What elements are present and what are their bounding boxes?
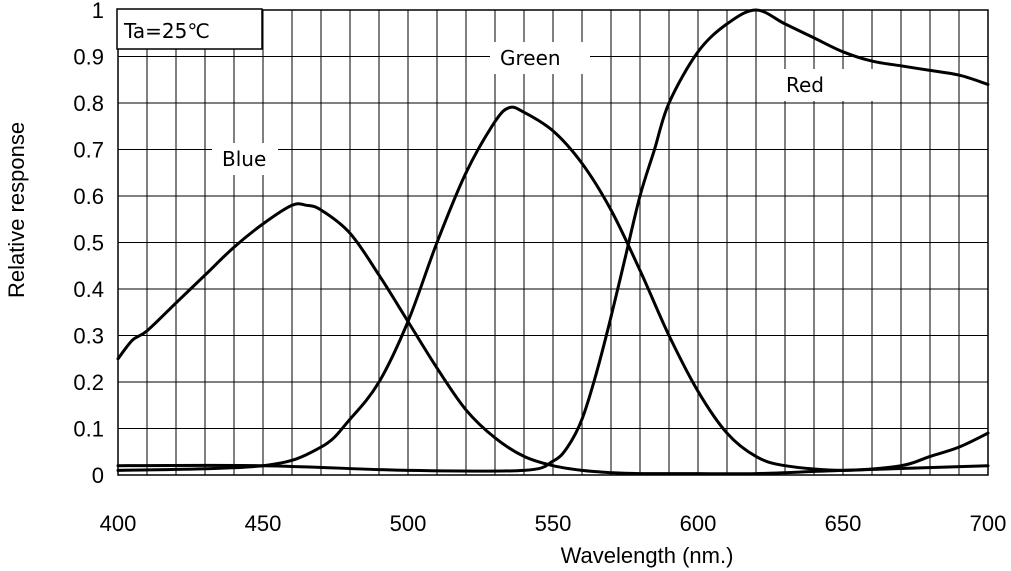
series-line-blue xyxy=(116,202,990,476)
x-tick-labels: 400 450 500 550 600 650 700 xyxy=(100,511,1007,536)
y-tick-label: 0.1 xyxy=(73,417,104,442)
y-tick-label: 0.2 xyxy=(73,370,104,395)
x-tick-label: 450 xyxy=(245,511,282,536)
series-label-green-bg xyxy=(490,42,590,74)
series-line-green xyxy=(116,105,990,472)
series-label-blue: Blue xyxy=(222,147,266,171)
y-axis-title: Relative response xyxy=(4,122,29,298)
series-line-red xyxy=(116,8,990,473)
x-axis-title: Wavelength (nm.) xyxy=(561,543,734,568)
y-tick-label: 0 xyxy=(92,463,104,488)
series-label-blue-bg xyxy=(212,143,278,175)
series-label-red-group: Red xyxy=(773,69,883,101)
x-tick-label: 700 xyxy=(970,511,1007,536)
y-tick-label: 0.9 xyxy=(73,45,104,70)
series-label-red-bg xyxy=(773,69,883,101)
x-tick-label: 550 xyxy=(535,511,572,536)
y-tick-label: 0.5 xyxy=(73,231,104,256)
x-tick-label: 500 xyxy=(390,511,427,536)
x-tick-label: 400 xyxy=(100,511,137,536)
series-label-blue-group: Blue xyxy=(212,143,278,175)
plot-frame xyxy=(117,9,989,476)
condition-label: Ta=25℃ xyxy=(123,19,210,43)
y-tick-label: 0.3 xyxy=(73,324,104,349)
x-tick-label: 600 xyxy=(680,511,717,536)
series-lines xyxy=(116,8,990,476)
y-tick-label: 0.8 xyxy=(73,91,104,116)
y-tick-label: 0.7 xyxy=(73,138,104,163)
condition-box: Ta=25℃ xyxy=(116,8,263,50)
series-label-red: Red xyxy=(786,73,824,97)
condition-box-frame xyxy=(116,8,263,50)
x-tick-label: 650 xyxy=(825,511,862,536)
y-tick-label: 0.4 xyxy=(73,277,104,302)
gridlines xyxy=(117,9,989,476)
y-tick-label: 1 xyxy=(92,0,104,23)
y-tick-label: 0.6 xyxy=(73,184,104,209)
series-label-green-group: Green xyxy=(490,42,590,74)
y-tick-labels: 0 0.1 0.2 0.3 0.4 0.5 0.6 0.7 0.8 0.9 1 xyxy=(73,0,104,488)
series-label-green: Green xyxy=(500,46,561,70)
